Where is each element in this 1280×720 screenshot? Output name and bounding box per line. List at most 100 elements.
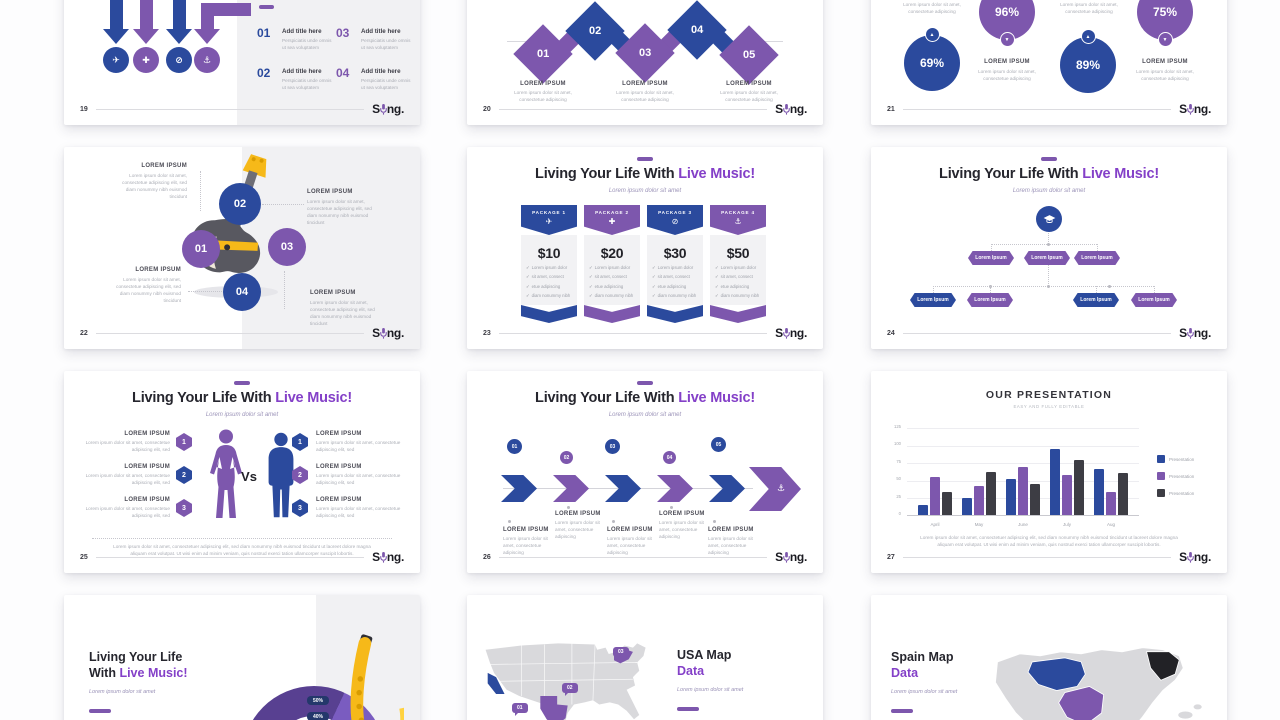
move-icon: ✚ [133,47,159,73]
man-silhouette [268,432,294,518]
slide-number: 27 [887,553,895,561]
package-price: $30 [663,245,687,261]
legend-entry: Presentation [1157,455,1194,463]
slide-subtitle: Lorem ipsum dolor sit amet [608,412,682,418]
step-heading: LOREM IPSUM [726,81,772,87]
slide-thumbnail-21[interactable]: Lorem ipsum dolor sit amet, consectetue … [871,0,1227,125]
org-node: Lorem Ipsum [910,293,956,307]
percent-label: 50% [307,696,330,705]
down-arrow-shaft [200,3,214,30]
saxophone-illustration [350,634,404,720]
number-badge: 3 [176,499,192,517]
slide-title-line1: Living Your Life [89,650,183,664]
slide-thumbnail-26[interactable]: Living Your Life With Live Music! Lorem … [467,371,823,573]
x-axis-label: May [974,522,984,527]
vs-label: Vs [241,469,257,484]
accent-dash [637,381,653,385]
slide-thumbnail-19[interactable]: ✈ ✚ ⊘ ⚓ 01 Add title here Perspiciatis u… [64,0,420,125]
up-arrow-icon: ▲ [924,27,940,42]
timeline-big-arrow [749,467,801,511]
package-price: $10 [537,245,561,261]
chart-yticks: 125 100 75 50 25 0 [881,424,901,516]
legend-swatch [1157,455,1165,463]
slide-thumbnail-25[interactable]: Living Your Life With Live Music! Lorem … [64,371,420,573]
microphone-icon [380,327,387,339]
down-arrow-icon: ▼ [999,32,1015,47]
step-heading: LOREM IPSUM [520,81,566,87]
org-node: Lorem Ipsum [1131,293,1177,307]
callout-body: Lorem ipsum dolor sit amet, consectetue … [307,199,372,226]
slide-title: Living Your Life With Live Music! [132,390,352,406]
org-node: Lorem Ipsum [968,251,1014,265]
slide-thumbnail-28[interactable]: Living Your Life With Live Music! Lorem … [64,595,420,720]
down-arrow-shaft [139,0,153,30]
arrow-head [193,29,220,44]
step-diamond: 05 [719,25,779,85]
slide-number: 23 [483,329,491,337]
stat-body: Lorem ipsum dolor sit amet, consectetue … [903,2,961,15]
callout-circle: 04 [223,273,261,311]
bar [1030,483,1040,516]
slide-title-accent: Data [677,664,705,678]
slide-thumbnail-30[interactable]: Spain Map Data Lorem ipsum dolor sit ame… [871,595,1227,720]
legend-swatch [1157,489,1165,497]
callout-body: Lorem ipsum dolor sit amet, consectetue … [310,300,375,327]
package-banner: PACKAGE 2 ✚ [584,205,640,235]
x-axis-label: June [1018,522,1028,527]
slide-thumbnail-22[interactable]: 02 01 03 04 LOREM IPSUM Lorem ipsum dolo… [64,147,420,349]
footer-paragraph: Lorem ipsum dolor sit amet, consectetuer… [113,544,371,557]
slide-subtitle: Lorem ipsum dolor sit amet [608,188,682,194]
slide-number: 22 [80,329,88,337]
accent-dash [637,157,653,161]
pricing-column: PACKAGE 2 ✚ $20 ✓ Lorem ipsum dolor ✓ sit a… [584,205,640,323]
microphone-icon [783,551,790,563]
step-body: Lorem ipsum dolor sit amet, consectetue … [616,90,674,103]
bar [1118,473,1128,516]
arrow-head [102,29,129,44]
stat-circle: 69% [904,35,960,91]
slide-thumbnail-29[interactable]: 01 02 03 USA Map Data Lorem ipsum dolor … [467,595,823,720]
slide-thumbnail-27[interactable]: OUR PRESENTATION EASY AND FULLY EDITABLE… [871,371,1227,573]
pricing-column: PACKAGE 4 ⚓ $50 ✓ Lorem ipsum dolor ✓ sit a… [710,205,766,323]
paper-plane-icon: ✈ [103,47,129,73]
stat-heading: LOREM IPSUM [984,59,1030,65]
x-axis-label: Aug [1106,522,1115,527]
item-number: 04 [336,66,350,80]
chart-subtitle: EASY AND FULLY EDITABLE [1013,404,1085,409]
slide-title-line2: With Live Music! [89,666,188,680]
microphone-icon [380,103,387,115]
bar [942,492,952,516]
spain-map [994,647,1202,720]
slide-title: Living Your Life With Live Music! [939,166,1159,182]
microphone-icon [1187,103,1194,115]
item-body: Perspiciatis unde omnis ut sea voluptate… [282,38,332,51]
org-node: Lorem Ipsum [1024,251,1070,265]
callout-heading: LOREM IPSUM [135,267,181,273]
legend-entry: Presentation [1157,472,1194,480]
slide-thumbnail-20[interactable]: Lorem ipsum dolor sit amet, consectetue … [467,0,823,125]
item-body: Perspiciatis unde omnis ut sea voluptate… [361,78,411,91]
bar [1006,478,1016,516]
map-tag: 02 [562,683,578,696]
slide-thumbnail-23[interactable]: Living Your Life With Live Music! Lorem … [467,147,823,349]
step-number: 05 [711,437,726,452]
number-badge: 2 [292,466,308,484]
item-number: 03 [336,26,350,40]
pricing-column: PACKAGE 1 ✈ $10 ✓ Lorem ipsum dolor ✓ sit a… [521,205,577,323]
arrow-head [132,29,159,44]
bar [930,477,940,516]
callout-heading: LOREM IPSUM [141,163,187,169]
map-tag: 01 [512,703,528,716]
callout-circle: 01 [182,230,220,268]
chart-legend: Presentation Presentation Presentation [1157,455,1194,506]
accent-dash [259,5,274,9]
slide-thumbnail-24[interactable]: Living Your Life With Live Music! Lorem … [871,147,1227,349]
down-arrow-icon: ▼ [1157,32,1173,47]
